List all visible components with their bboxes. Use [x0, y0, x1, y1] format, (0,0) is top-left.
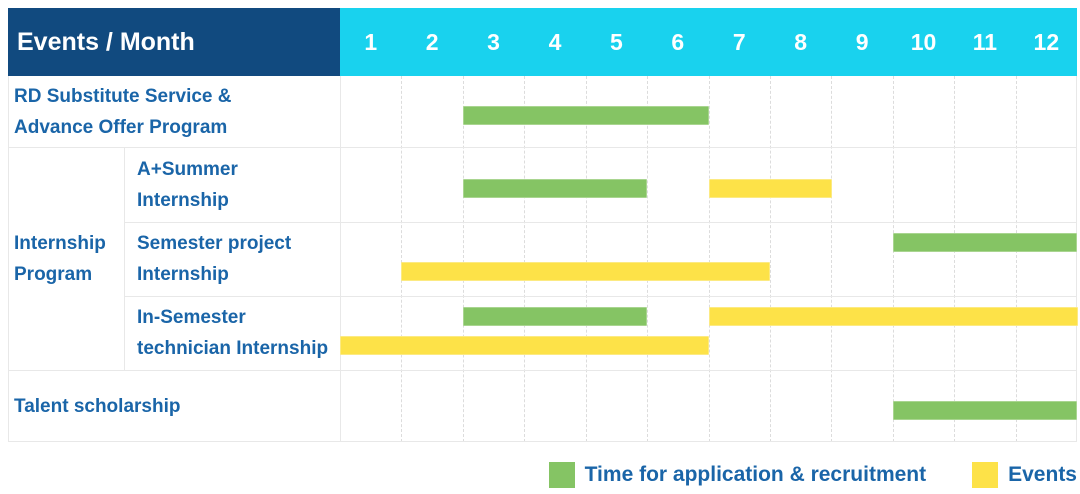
a-plus-summer-internship-application-bar: [463, 179, 647, 198]
row-label-in-semester-technician-internship: In-Semester technician Internship: [137, 307, 329, 359]
month-gridline: [647, 76, 648, 442]
month-gridline: [401, 76, 402, 442]
month-header-4: 4: [548, 28, 562, 55]
row-divider: [8, 370, 1077, 371]
legend-label-events: Events: [1008, 463, 1077, 486]
month-gridline: [831, 76, 832, 442]
in-semester-technician-internship-event-bar: [340, 336, 709, 355]
table-border-right: [1076, 76, 1077, 442]
row-divider: [8, 147, 1077, 148]
month-gridline: [1016, 76, 1017, 442]
month-gridline: [586, 76, 587, 442]
month-gridline: [954, 76, 955, 442]
month-gridline: [893, 76, 894, 442]
table-border-left: [8, 76, 9, 442]
in-semester-technician-internship-event-bar: [709, 307, 1078, 326]
semester-project-internship-event-bar: [401, 262, 770, 281]
legend: Time for application & recruitment Event…: [548, 460, 1077, 490]
legend-swatch-application-icon: [548, 462, 575, 488]
month-header-8: 8: [794, 28, 808, 55]
row-divider: [124, 222, 1077, 223]
row-label-rd-substitute-service: RD Substitute Service & Advance Offer Pr…: [14, 86, 232, 138]
legend-label-application: Time for application & recruitment: [584, 463, 927, 486]
in-semester-technician-internship-application-bar: [463, 307, 647, 326]
month-header-10: 10: [910, 28, 937, 55]
table-header-events-month: Events / Month: [8, 8, 340, 76]
a-plus-summer-internship-event-bar: [709, 179, 832, 198]
month-header-2: 2: [425, 28, 439, 55]
month-header-6: 6: [671, 28, 685, 55]
row-divider: [124, 296, 1077, 297]
month-header-7: 7: [732, 28, 746, 55]
month-header-11: 11: [972, 28, 998, 55]
legend-swatch-events-icon: [972, 462, 999, 488]
label-months-divider: [340, 76, 341, 442]
table-border-bottom: [8, 441, 1077, 442]
month-gridline: [770, 76, 771, 442]
month-header-row: 1 2 3 4 5 6 7 8 9 10 11 12: [340, 8, 1077, 76]
page-title: Events / Month: [17, 27, 195, 56]
row-label-a-plus-summer-internship: A+Summer Internship: [137, 159, 238, 211]
month-header-3: 3: [487, 28, 500, 55]
month-header-5: 5: [610, 28, 623, 55]
group-sublabel-divider: [124, 147, 125, 370]
row-label-semester-project-internship: Semester project Internship: [137, 233, 292, 285]
month-header-12: 12: [1033, 28, 1060, 55]
semester-project-internship-application-bar: [893, 233, 1077, 252]
rd-substitute-service-application-bar: [463, 106, 709, 125]
talent-scholarship-application-bar: [893, 401, 1077, 420]
month-header-9: 9: [855, 28, 869, 55]
month-gridline: [524, 76, 525, 442]
month-gridline: [709, 76, 710, 442]
month-gridline: [463, 76, 464, 442]
row-label-talent-scholarship: Talent scholarship: [14, 396, 181, 417]
month-header-1: 1: [364, 28, 378, 55]
group-label-internship-program: Internship Program: [14, 233, 106, 285]
